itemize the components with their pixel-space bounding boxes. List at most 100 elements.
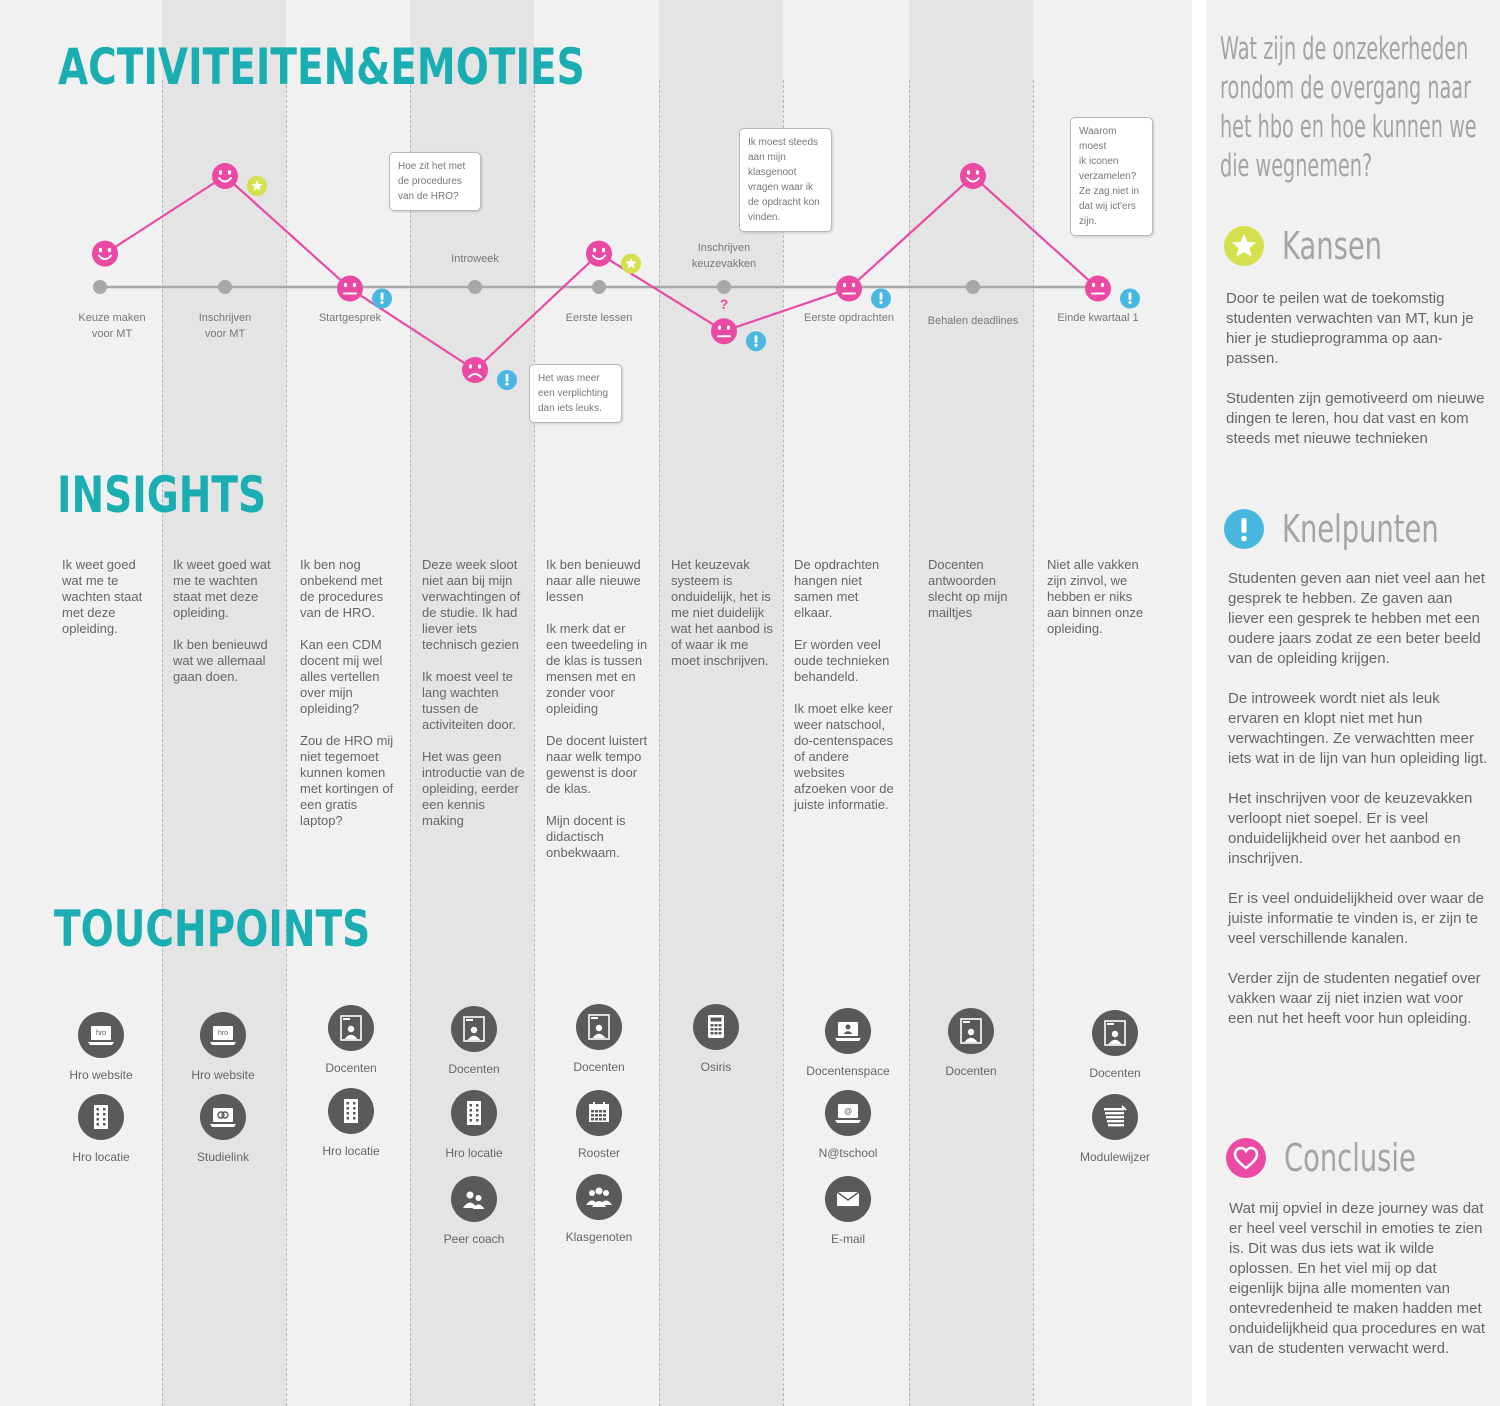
exclamation-marker-icon bbox=[746, 331, 766, 352]
kansen-text: Door te peilen wat de toekomstig student… bbox=[1226, 289, 1488, 469]
touchpoint-label: Hro locatie bbox=[72, 1150, 130, 1164]
insight-column: Ik ben benieuwd naar alle nieuwe lessen I… bbox=[546, 557, 650, 877]
touchpoint: Hro locatie bbox=[296, 1088, 406, 1158]
activities-title: ACTIVITEITEN&EMOTIES bbox=[58, 38, 585, 96]
knelpunten-title: Knelpunten bbox=[1282, 507, 1439, 551]
knelpunten-paragraph: De introweek wordt niet als leuk ervaren… bbox=[1228, 690, 1488, 767]
building-icon bbox=[78, 1094, 124, 1140]
speech-bubble: Het was meer een verplichting dan iets l… bbox=[529, 364, 622, 423]
insight-text: Er worden veel oude technieken behandeld… bbox=[794, 637, 890, 684]
exclamation-marker-icon bbox=[497, 370, 517, 390]
exclamation-icon bbox=[1224, 509, 1264, 549]
touchpoint: Studielink bbox=[168, 1094, 278, 1164]
touchpoint: Docenten bbox=[916, 1008, 1026, 1078]
mail-icon bbox=[825, 1176, 871, 1222]
touchpoint-label: Docenten bbox=[573, 1060, 625, 1074]
insight-column: Deze week sloot niet aan bij mijn verwac… bbox=[422, 557, 528, 845]
touchpoint: hro Hro website bbox=[168, 1012, 278, 1082]
knelpunten-paragraph: Studenten geven aan niet veel aan het ge… bbox=[1228, 570, 1485, 667]
conclusie-text: Wat mij opviel in deze journey was dat e… bbox=[1229, 1199, 1491, 1379]
touchpoint: Docenten bbox=[544, 1004, 654, 1074]
laptop-hro-icon: hro bbox=[78, 1012, 124, 1058]
touchpoint-label: Modulewijzer bbox=[1079, 1150, 1151, 1164]
speech-bubble: Waarom moest ik iconen verzamelen? Ze za… bbox=[1070, 117, 1153, 236]
column-stripe bbox=[909, 0, 1033, 1406]
insight-text: De docent luistert naar welk tempo gewen… bbox=[546, 733, 648, 796]
column-stripe bbox=[659, 0, 783, 1406]
timeline-label: Inschrijven keuzevakken bbox=[691, 242, 757, 270]
star-icon bbox=[1224, 226, 1264, 266]
insight-column: Ik weet goed wat me te wachten staat met… bbox=[62, 557, 154, 653]
touchpoint-label: Studielink bbox=[196, 1150, 250, 1164]
timeline-label: Eerste opdrachten bbox=[804, 312, 894, 324]
insight-text: De opdrachten hangen niet samen met elka… bbox=[794, 557, 880, 620]
emotion-face-happy bbox=[92, 240, 118, 267]
insight-column: De opdrachten hangen niet samen met elka… bbox=[794, 557, 900, 829]
touchpoint: Docenten bbox=[419, 1006, 529, 1076]
teacher-icon bbox=[1092, 1010, 1138, 1056]
insight-column: Ik weet goed wat me te wachten staat met… bbox=[173, 557, 279, 701]
emotion-face-happy bbox=[586, 240, 612, 267]
timeline-label: Inschrijven voor MT bbox=[198, 312, 252, 340]
touchpoint: Osiris bbox=[661, 1004, 771, 1074]
insight-text: Deze week sloot niet aan bij mijn verwac… bbox=[422, 557, 521, 652]
column-stripe bbox=[162, 0, 286, 1406]
touchpoint-label: Rooster bbox=[577, 1146, 621, 1160]
emotion-face-neutral bbox=[1085, 275, 1111, 302]
emotion-face-sad bbox=[462, 357, 488, 383]
insight-column: Niet alle vakken zijn zinvol, we hebben … bbox=[1047, 557, 1151, 653]
sidebar: Wat zijn de onzekerheden rondom de overg… bbox=[1206, 0, 1500, 1406]
insights-title: INSIGHTS bbox=[57, 466, 267, 524]
laptop-link-icon bbox=[200, 1094, 246, 1140]
timeline-node bbox=[592, 280, 606, 294]
kansen-title: Kansen bbox=[1282, 224, 1383, 268]
heart-icon bbox=[1226, 1138, 1266, 1178]
touchpoint-label: Klasgenoten bbox=[565, 1230, 633, 1244]
svg-text:hro: hro bbox=[218, 1030, 228, 1037]
star-marker-icon bbox=[247, 176, 267, 196]
peer-coach-icon bbox=[451, 1176, 497, 1222]
knelpunten-paragraph: Verder zijn de studenten negatief over v… bbox=[1228, 970, 1481, 1027]
insight-text: Ik weet goed wat me te wachten staat met… bbox=[173, 557, 271, 620]
journey-map: ACTIVITEITEN&EMOTIES INSIGHTS TOUCHPOINT… bbox=[0, 0, 1192, 1406]
column-divider bbox=[1033, 80, 1034, 1406]
touchpoint: Hro locatie bbox=[419, 1090, 529, 1160]
star-marker-icon bbox=[621, 253, 641, 274]
touchpoint-label: Osiris bbox=[700, 1060, 732, 1074]
touchpoint: Peer coach bbox=[419, 1176, 529, 1246]
insight-text: Mijn docent is didactisch onbekwaam. bbox=[546, 813, 626, 860]
teacher-icon bbox=[576, 1004, 622, 1050]
timeline-label: Eerste lessen bbox=[565, 312, 633, 324]
touchpoint-label: Peer coach bbox=[443, 1232, 505, 1246]
touchpoint-label: N@tschool bbox=[818, 1146, 878, 1160]
insight-text: Ik ben benieuwd naar alle nieuwe lessen bbox=[546, 557, 641, 604]
kansen-paragraph: Studenten zijn gemotiveerd om nieuwe din… bbox=[1226, 390, 1485, 447]
exclamation-marker-icon bbox=[871, 288, 891, 309]
touchpoint: hro Hro website bbox=[46, 1012, 156, 1082]
column-divider bbox=[410, 80, 411, 1406]
svg-text:@: @ bbox=[844, 1107, 852, 1116]
touchpoint-label: Docenten bbox=[448, 1062, 500, 1076]
touchpoint-label: Hro locatie bbox=[445, 1146, 503, 1160]
touchpoint: @ N@tschool bbox=[793, 1090, 903, 1160]
document-stack-icon bbox=[1092, 1094, 1138, 1140]
insight-text: Niet alle vakken zijn zinvol, we hebben … bbox=[1047, 557, 1144, 636]
emotion-face-happy bbox=[960, 163, 986, 189]
svg-text:hro: hro bbox=[96, 1030, 106, 1037]
calendar-icon bbox=[576, 1090, 622, 1136]
speech-bubble: Hoe zit het met de procedures van de HRO… bbox=[389, 152, 481, 211]
touchpoint: Hro locatie bbox=[46, 1094, 156, 1164]
column-divider bbox=[162, 80, 163, 1406]
insight-column: Het keuzevak systeem is onduidelijk, het… bbox=[671, 557, 775, 685]
knelpunten-paragraph: Het inschrijven voor de keuzevakken verl… bbox=[1228, 790, 1473, 867]
laptop-hro-icon: hro bbox=[200, 1012, 246, 1058]
insight-text: Ik ben nog onbekend met de procedures va… bbox=[300, 557, 384, 620]
column-divider bbox=[783, 80, 784, 1406]
insight-text: Het was geen introductie van de opleidin… bbox=[422, 749, 525, 828]
touchpoints-title: TOUCHPOINTS bbox=[54, 900, 371, 958]
sidebar-question: Wat zijn de onzekerheden rondom de overg… bbox=[1220, 31, 1477, 184]
timeline-node bbox=[468, 280, 482, 294]
insight-column: Ik ben nog onbekend met de procedures va… bbox=[300, 557, 400, 845]
timeline-node bbox=[93, 280, 107, 294]
column-stripe bbox=[410, 0, 534, 1406]
